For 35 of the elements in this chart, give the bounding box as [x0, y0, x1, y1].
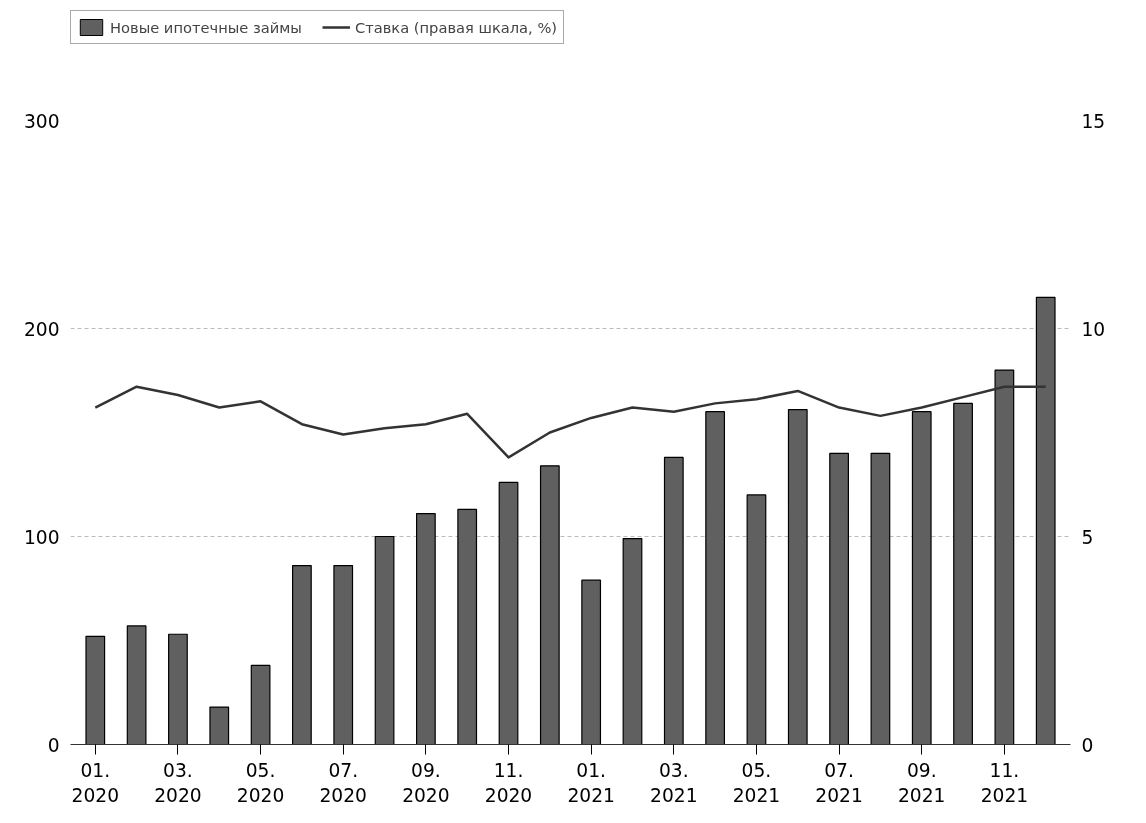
- bar: [787, 409, 808, 745]
- x-tick-label: 05. 2021: [732, 759, 781, 806]
- bar: [292, 565, 312, 745]
- x-tick-label: 01. 2020: [71, 759, 120, 806]
- bar: [126, 625, 147, 745]
- y2-tick-label: 0: [1081, 734, 1094, 756]
- x-tick-label: 03. 2021: [650, 759, 698, 806]
- line-series: [94, 385, 1047, 459]
- x-tick-label: 07. 2020: [319, 759, 367, 806]
- y-tick-label: 300: [23, 110, 60, 132]
- x-tick-label: 09. 2021: [898, 759, 946, 806]
- x-tick-label: 05. 2020: [236, 759, 285, 806]
- y2-tick-label: 10: [1081, 318, 1106, 340]
- bar: [705, 411, 726, 745]
- legend-label: Ставка (правая шкала, %): [354, 18, 558, 36]
- bar: [953, 402, 973, 745]
- x-tick-label: 07. 2021: [815, 759, 863, 806]
- y-tick-label: 0: [47, 734, 60, 756]
- x-tick-label: 01. 2021: [567, 759, 615, 806]
- bar: [622, 537, 643, 745]
- x-tick-label: 11. 2020: [484, 759, 533, 806]
- bar: [374, 535, 395, 745]
- x-tick-label: 03. 2020: [154, 759, 202, 806]
- y2-tick-label: 15: [1081, 110, 1106, 132]
- bar: [539, 465, 560, 745]
- legend-label: Новые ипотечные займы: [110, 18, 302, 36]
- bar: [1035, 296, 1056, 745]
- bar: [870, 452, 891, 745]
- y2-tick-label: 5: [1081, 526, 1094, 548]
- bar: [209, 706, 230, 745]
- x-tick-label: 11. 2021: [980, 759, 1029, 806]
- x-tick-label: 09. 2020: [402, 759, 450, 806]
- bar: [457, 508, 478, 745]
- y-tick-label: 200: [23, 318, 60, 340]
- y-tick-label: 100: [23, 526, 60, 548]
